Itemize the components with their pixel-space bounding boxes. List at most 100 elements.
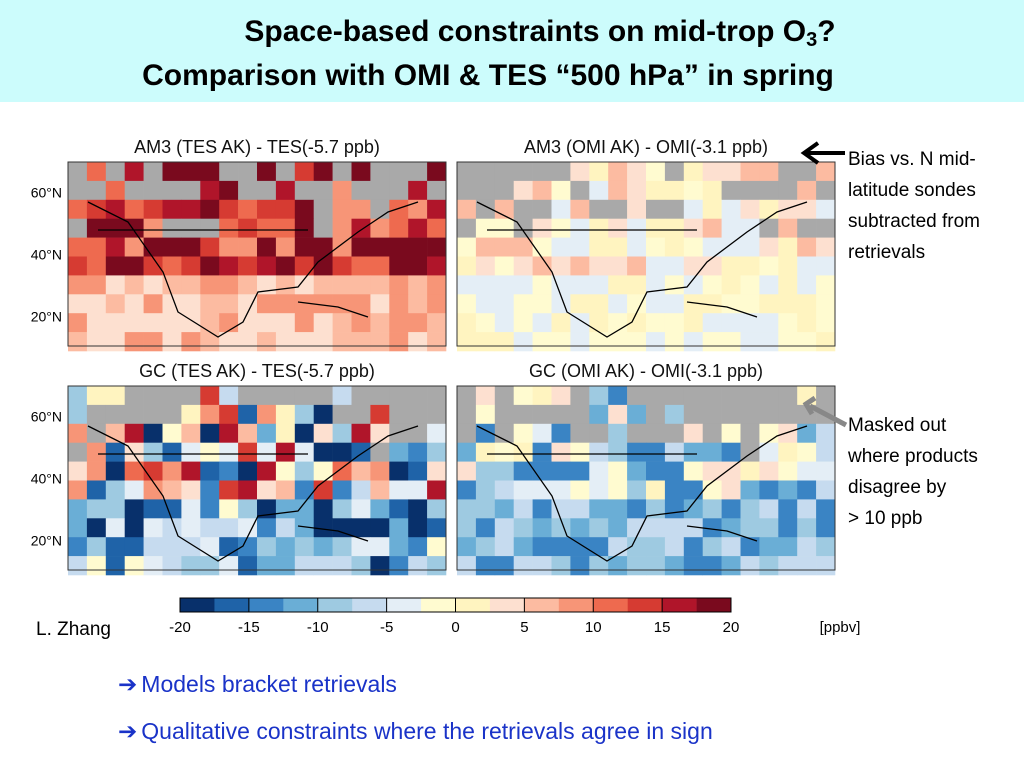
map-cell [408,556,428,576]
map-cell [370,461,390,481]
map-cell [68,313,88,333]
map-cell [457,499,477,519]
map-cell [86,294,107,314]
map-cell [294,218,314,238]
map-cell [778,480,798,500]
map-cell [627,461,647,481]
map-cell [457,294,477,314]
map-cell [332,499,352,519]
map-cell [313,162,333,182]
map-cell [313,480,333,500]
map-cell [683,386,703,406]
map-cell [143,499,163,519]
map-cell [494,518,514,538]
map-cell [275,461,296,481]
map-cell [68,180,88,201]
map-cell [162,313,182,333]
map-cell [257,256,277,276]
map-cell [570,313,590,333]
map-cell [68,423,88,443]
map-cell [162,237,182,257]
map-cell [238,294,258,314]
map-cell [351,537,371,557]
map-cell [740,556,760,576]
map-cell [513,237,533,257]
map-cell [664,461,685,481]
map-cell [683,423,703,443]
map-cell [370,180,390,201]
map-cell [427,386,447,406]
colorbar-swatch [283,598,319,612]
colorbar-swatch [248,598,284,612]
map-cell [313,313,333,333]
map-cell [532,386,552,406]
map-cell [181,294,201,314]
map-cell [389,556,409,576]
map-cell [664,275,685,295]
map-cell [627,442,647,462]
map-cell [513,404,533,425]
map-cell [589,162,609,182]
map-cell [143,480,163,500]
map-cell [181,442,201,462]
map-cell [351,180,371,201]
latitude-label: 60°N [31,185,62,201]
map-cell [532,404,552,425]
map-cell [702,218,722,238]
map-cell [570,556,590,576]
map-cell [702,386,722,406]
map-cell [370,294,390,314]
map-cell [389,404,409,425]
map-cell [86,313,107,333]
map-cell [389,423,409,443]
map-cell [124,275,144,295]
map-cell [778,537,798,557]
map-cell [162,332,182,352]
map-cell [200,294,220,314]
map-cell [389,275,409,295]
map-cell [457,332,477,352]
map-cell [105,480,125,500]
map-cell [257,199,277,219]
map-cell [105,199,125,219]
map-cell [589,275,609,295]
title-after: ? [817,15,835,48]
map-cell [219,480,239,500]
map-cell [494,332,514,352]
map-cell [721,556,741,576]
map-cell [275,332,296,352]
map-cell [721,442,741,462]
map-cell [457,256,477,276]
map-cell [219,537,239,557]
map-cell [238,313,258,333]
map-cell [105,294,125,314]
map-cell [816,256,836,276]
map-cell [124,556,144,576]
map-cell [589,461,609,481]
map-cell [589,237,609,257]
map-cell [513,199,533,219]
map-cell [494,218,514,238]
map-cell [257,162,277,182]
map-cell [389,480,409,500]
map-cell [275,256,296,276]
map-cell [570,218,590,238]
map-cell [608,313,628,333]
map-cell [313,518,333,538]
map-cell [427,218,447,238]
map-cell [238,162,258,182]
map-cell [551,499,571,519]
map-cell [551,423,571,443]
map-cell [513,256,533,276]
map-cell [627,294,647,314]
map-cell [532,537,552,557]
map-cell [457,386,477,406]
map-cell [351,499,371,519]
map-cell [589,294,609,314]
map-cell [513,499,533,519]
map-cell [797,275,817,295]
map-cell [389,199,409,219]
map-cell [532,199,552,219]
map-cell [162,423,182,443]
map-cell [143,332,163,352]
